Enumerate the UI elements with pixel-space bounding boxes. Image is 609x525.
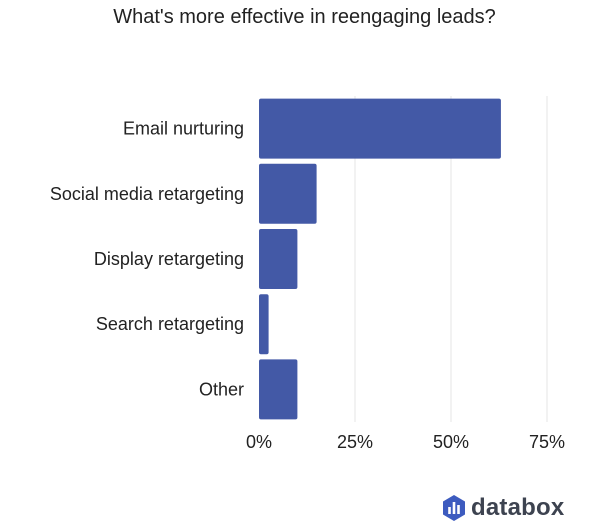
databox-logo-icon: [443, 495, 465, 521]
category-label: Other: [199, 379, 244, 399]
databox-brand: databox: [443, 494, 564, 522]
bar-chart: Email nurturing Social media retargeting D…: [50, 96, 565, 452]
category-label: Social media retargeting: [50, 184, 244, 204]
x-tick-label: 75%: [529, 432, 565, 452]
bar-search-retargeting: [259, 294, 269, 355]
category-label: Email nurturing: [123, 119, 244, 139]
bar-other: [259, 359, 298, 420]
category-label: Search retargeting: [96, 314, 244, 334]
x-tick-label: 0%: [246, 432, 272, 452]
bar-social-media-retargeting: [259, 163, 317, 224]
brand-name: databox: [471, 494, 565, 521]
x-tick-label: 50%: [433, 432, 469, 452]
bar-display-retargeting: [259, 229, 298, 289]
category-labels: Email nurturing Social media retargeting D…: [50, 119, 244, 400]
bars: [259, 98, 501, 420]
x-tick-label: 25%: [337, 432, 373, 452]
category-label: Display retargeting: [94, 249, 244, 269]
bar-email-nurturing: [259, 98, 501, 159]
chart-title: What's more effective in reengaging lead…: [113, 6, 496, 28]
x-axis-tick-labels: 0% 25% 50% 75%: [246, 432, 565, 452]
